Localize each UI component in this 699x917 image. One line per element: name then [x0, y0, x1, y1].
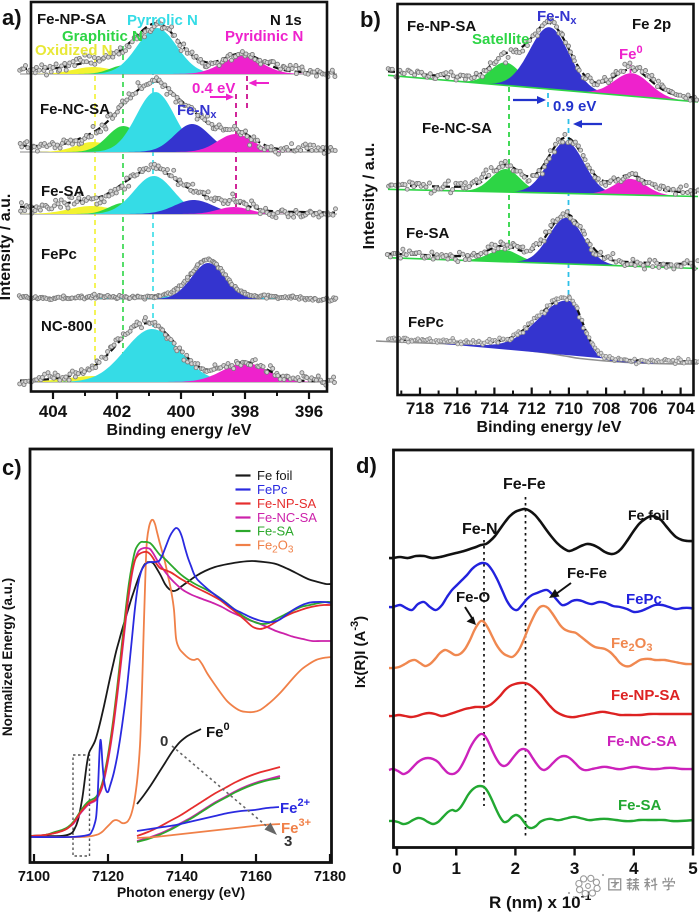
svg-text:396: 396 [295, 402, 323, 421]
svg-text:d): d) [356, 453, 377, 478]
svg-text:7160: 7160 [240, 869, 272, 885]
svg-text:Fe-Fe: Fe-Fe [567, 565, 607, 582]
svg-text:Fe-Fe: Fe-Fe [503, 476, 546, 493]
svg-text:Pyridinic N: Pyridinic N [225, 28, 303, 45]
svg-text:Fe-NC-SA: Fe-NC-SA [422, 120, 492, 137]
svg-text:Binding energy /eV: Binding energy /eV [107, 422, 252, 439]
svg-text:Satellite: Satellite [472, 31, 530, 48]
svg-text:Fe foil: Fe foil [257, 468, 293, 483]
svg-text:708: 708 [592, 399, 620, 418]
svg-text:Fe-NP-SA: Fe-NP-SA [37, 11, 106, 28]
svg-text:710: 710 [555, 399, 583, 418]
svg-text:Photon energy (eV): Photon energy (eV) [117, 884, 245, 900]
svg-text:3: 3 [570, 859, 579, 878]
svg-text:Fe-Nx: Fe-Nx [177, 102, 217, 121]
svg-text:398: 398 [231, 402, 259, 421]
svg-text:Fe-NP-SA: Fe-NP-SA [407, 18, 476, 35]
svg-text:7100: 7100 [18, 869, 50, 885]
svg-text:402: 402 [103, 402, 131, 421]
svg-text:NC-800: NC-800 [41, 318, 93, 335]
svg-text:N 1s: N 1s [270, 12, 302, 29]
svg-text:7120: 7120 [92, 869, 124, 885]
svg-text:Fe-NC-SA: Fe-NC-SA [607, 733, 677, 750]
svg-text:FePc: FePc [41, 246, 77, 263]
svg-text:3: 3 [284, 833, 292, 850]
svg-text:Fe-NP-SA: Fe-NP-SA [611, 687, 680, 704]
svg-text:Pyrrolic N: Pyrrolic N [127, 12, 198, 29]
svg-text:R (nm) x 10-1: R (nm) x 10-1 [489, 889, 592, 912]
svg-text:Oxidized N: Oxidized N [35, 42, 113, 59]
svg-text:Fe 2p: Fe 2p [632, 16, 671, 33]
svg-text:716: 716 [443, 399, 471, 418]
svg-text:Fe-SA: Fe-SA [41, 183, 85, 200]
svg-text:1: 1 [451, 859, 460, 878]
svg-text:704: 704 [666, 399, 695, 418]
svg-text:400: 400 [167, 402, 195, 421]
svg-text:706: 706 [629, 399, 657, 418]
svg-text:Fe-NC-SA: Fe-NC-SA [40, 101, 110, 118]
svg-text:Fe-N: Fe-N [462, 521, 498, 538]
svg-text:Fe-NP-SA: Fe-NP-SA [257, 496, 317, 511]
svg-text:7180: 7180 [314, 869, 346, 885]
svg-text:a): a) [2, 5, 22, 30]
svg-text:Fe-NC-SA: Fe-NC-SA [257, 510, 317, 525]
svg-text:Fe foil: Fe foil [628, 507, 669, 523]
svg-text:712: 712 [518, 399, 546, 418]
svg-text:Intensity / a.u.: Intensity / a.u. [361, 143, 378, 250]
svg-text:718: 718 [406, 399, 434, 418]
svg-text:Fe2O3: Fe2O3 [611, 635, 652, 654]
svg-text:b): b) [360, 7, 381, 32]
svg-text:5: 5 [688, 859, 697, 878]
svg-text:Fe2O3: Fe2O3 [257, 538, 294, 556]
svg-text:Fe-O: Fe-O [456, 589, 491, 606]
svg-text:Fe-Nx: Fe-Nx [537, 8, 577, 27]
svg-text:FePc: FePc [257, 482, 288, 497]
svg-text:Intensity / a.u.: Intensity / a.u. [0, 194, 14, 301]
svg-text:Fe-SA: Fe-SA [406, 225, 450, 242]
svg-text:0.9 eV: 0.9 eV [553, 98, 596, 115]
svg-text:0: 0 [392, 859, 401, 878]
svg-text:714: 714 [480, 399, 509, 418]
svg-text:Normalized Energy (a.u.): Normalized Energy (a.u.) [0, 578, 15, 736]
svg-text:Binding energy /eV: Binding energy /eV [477, 419, 622, 436]
svg-text:FePc: FePc [626, 591, 662, 608]
svg-text:Ix(R)I (A-3): Ix(R)I (A-3) [349, 616, 369, 688]
svg-text:Fe-SA: Fe-SA [257, 524, 294, 539]
svg-text:0: 0 [160, 733, 168, 750]
svg-text:FePc: FePc [408, 314, 444, 331]
svg-text:7140: 7140 [166, 869, 198, 885]
svg-text:4: 4 [629, 859, 639, 878]
svg-text:404: 404 [39, 402, 68, 421]
svg-text:2: 2 [511, 859, 520, 878]
svg-text:Graphitic N: Graphitic N [62, 28, 143, 45]
svg-text:Fe-SA: Fe-SA [618, 797, 662, 814]
svg-text:0.4 eV: 0.4 eV [192, 80, 235, 97]
svg-text:c): c) [2, 455, 22, 480]
